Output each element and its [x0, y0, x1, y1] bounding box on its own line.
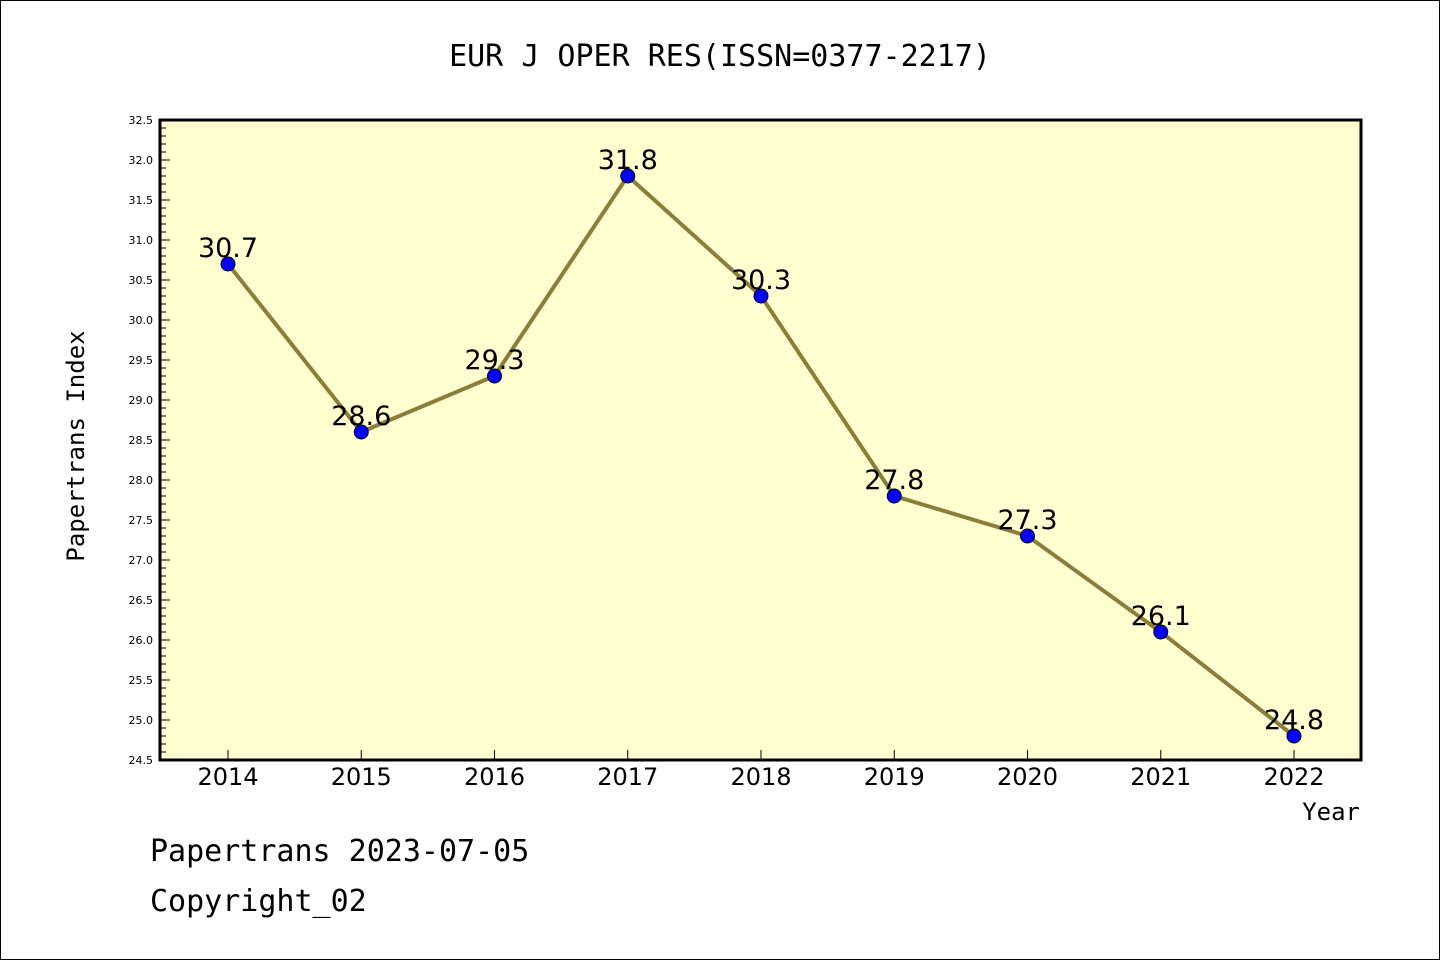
x-tick-label: 2018: [730, 763, 791, 791]
data-label: 28.6: [331, 401, 391, 432]
footer-date-text: Papertrans 2023-07-05: [150, 834, 530, 869]
data-point: [1286, 728, 1302, 744]
x-axis-ticks: 2014 2015 2016 2017 2018 2019 2020 2021 2022: [197, 750, 1325, 791]
x-tick-label: 2021: [1130, 763, 1191, 791]
data-label: 24.8: [1264, 705, 1324, 736]
y-axis-ticks: 24.5 25.0 25.5 26.0 26.5 27.0 27.5 28.0 28.5 29.0…: [129, 114, 170, 767]
plot-border: [158, 118, 1363, 762]
y-tick-label: 27.5: [129, 514, 154, 527]
x-axis-title: Year: [1302, 798, 1360, 826]
y-tick-label: 29.0: [129, 394, 154, 407]
data-point: [753, 288, 769, 304]
y-tick-label: 29.5: [129, 354, 154, 367]
x-tick-label: 2019: [864, 763, 925, 791]
data-points: [220, 168, 1302, 744]
y-tick-label: 25.0: [129, 714, 154, 727]
y-tick-label: 26.0: [129, 634, 154, 647]
y-tick-label: 25.5: [129, 674, 154, 687]
data-point: [220, 256, 236, 272]
plot-area: [160, 120, 1361, 760]
x-tick-label: 2014: [197, 763, 258, 791]
data-point: [353, 424, 369, 440]
y-tick-label: 31.5: [129, 194, 154, 207]
y-tick-label: 31.0: [129, 234, 154, 247]
data-point: [487, 368, 502, 384]
y-tick-label: 24.5: [129, 754, 154, 767]
y-tick-label: 30.5: [129, 274, 154, 287]
data-label: 30.7: [198, 233, 258, 264]
chart-title: EUR J OPER RES(ISSN=0377-2217): [449, 39, 991, 74]
x-tick-label: 2017: [597, 763, 658, 791]
y-tick-label: 32.5: [129, 114, 154, 127]
data-labels: 30.7 28.6 29.3 31.8 30.3 27.8 27.3 26.1 24.8: [198, 145, 1324, 736]
y-axis-title: Papertrans Index: [62, 330, 90, 561]
y-tick-label: 27.0: [129, 554, 154, 567]
data-point: [1020, 528, 1035, 544]
y-tick-label: 28.0: [129, 474, 154, 487]
x-tick-label: 2022: [1263, 763, 1324, 791]
data-label: 29.3: [464, 345, 524, 376]
data-point: [886, 488, 902, 504]
data-point: [620, 168, 636, 184]
x-tick-label: 2016: [464, 763, 525, 791]
footer-copyright-text: Copyright_02: [150, 884, 367, 919]
data-label: 31.8: [598, 145, 658, 176]
data-label: 27.3: [997, 505, 1057, 536]
y-tick-label: 28.5: [129, 434, 154, 447]
data-point: [1153, 624, 1169, 640]
y-tick-label: 32.0: [129, 154, 154, 167]
y-tick-label: 26.5: [129, 594, 154, 607]
data-label: 27.8: [864, 465, 924, 496]
data-label: 30.3: [731, 265, 791, 296]
y-tick-label: 30.0: [129, 314, 154, 327]
data-label: 26.1: [1131, 601, 1191, 632]
x-tick-label: 2015: [331, 763, 392, 791]
x-tick-label: 2020: [997, 763, 1058, 791]
